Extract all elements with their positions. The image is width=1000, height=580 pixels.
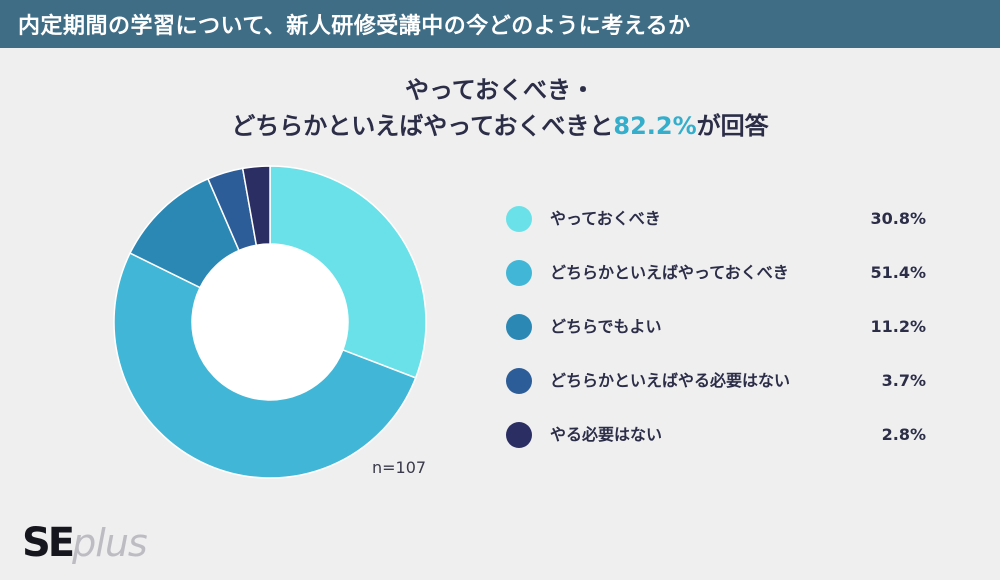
- headline-line-2-suffix: が回答: [696, 112, 769, 140]
- chart-header-bar: 内定期間の学習について、新人研修受講中の今どのように考えるか: [0, 0, 1000, 48]
- headline-line-1: やっておくべき・: [404, 76, 596, 104]
- legend-value: 3.7%: [881, 371, 926, 390]
- legend-swatch: [506, 422, 532, 448]
- sample-size-annotation: n=107: [372, 458, 427, 477]
- legend-item-2: どちらかといえばやっておくべき 51.4%: [506, 250, 946, 304]
- legend-item-3: どちらでもよい 11.2%: [506, 304, 946, 358]
- headline-line-2-prefix: どちらかといえばやっておくべきと: [231, 112, 614, 140]
- legend-value: 30.8%: [870, 209, 926, 228]
- legend-swatch: [506, 206, 532, 232]
- legend-value: 2.8%: [881, 425, 926, 444]
- chart-headline: やっておくべき・ どちらかといえばやっておくべきと82.2%が回答: [0, 72, 1000, 144]
- header-title: 内定期間の学習について、新人研修受講中の今どのように考えるか: [18, 14, 691, 39]
- legend-swatch: [506, 260, 532, 286]
- legend-label: どちらかといえばやっておくべき: [550, 263, 789, 282]
- headline-highlight-percent: 82.2%: [613, 112, 697, 140]
- legend-swatch: [506, 368, 532, 394]
- legend-item-1: やっておくべき 30.8%: [506, 196, 946, 250]
- logo-primary-text: SE: [22, 520, 75, 566]
- legend-label: やっておくべき: [550, 209, 661, 228]
- legend-item-5: やる必要はない 2.8%: [506, 412, 946, 466]
- seplus-logo: SEplus: [22, 518, 148, 576]
- legend-label: どちらかといえばやる必要はない: [550, 371, 791, 390]
- legend-label: どちらでもよい: [550, 317, 662, 336]
- legend-value: 51.4%: [870, 263, 926, 282]
- donut-hole: [192, 244, 348, 400]
- chart-legend: やっておくべき 30.8% どちらかといえばやっておくべき 51.4% どちらでもよい 1…: [506, 196, 946, 466]
- legend-value: 11.2%: [870, 317, 926, 336]
- headline-line-2: どちらかといえばやっておくべきと82.2%が回答: [0, 108, 1000, 144]
- logo-secondary-text: plus: [72, 521, 148, 565]
- legend-label: やる必要はない: [550, 425, 663, 444]
- donut-slice-2: [113, 252, 417, 479]
- legend-swatch: [506, 314, 532, 340]
- legend-item-4: どちらかといえばやる必要はない 3.7%: [506, 358, 946, 412]
